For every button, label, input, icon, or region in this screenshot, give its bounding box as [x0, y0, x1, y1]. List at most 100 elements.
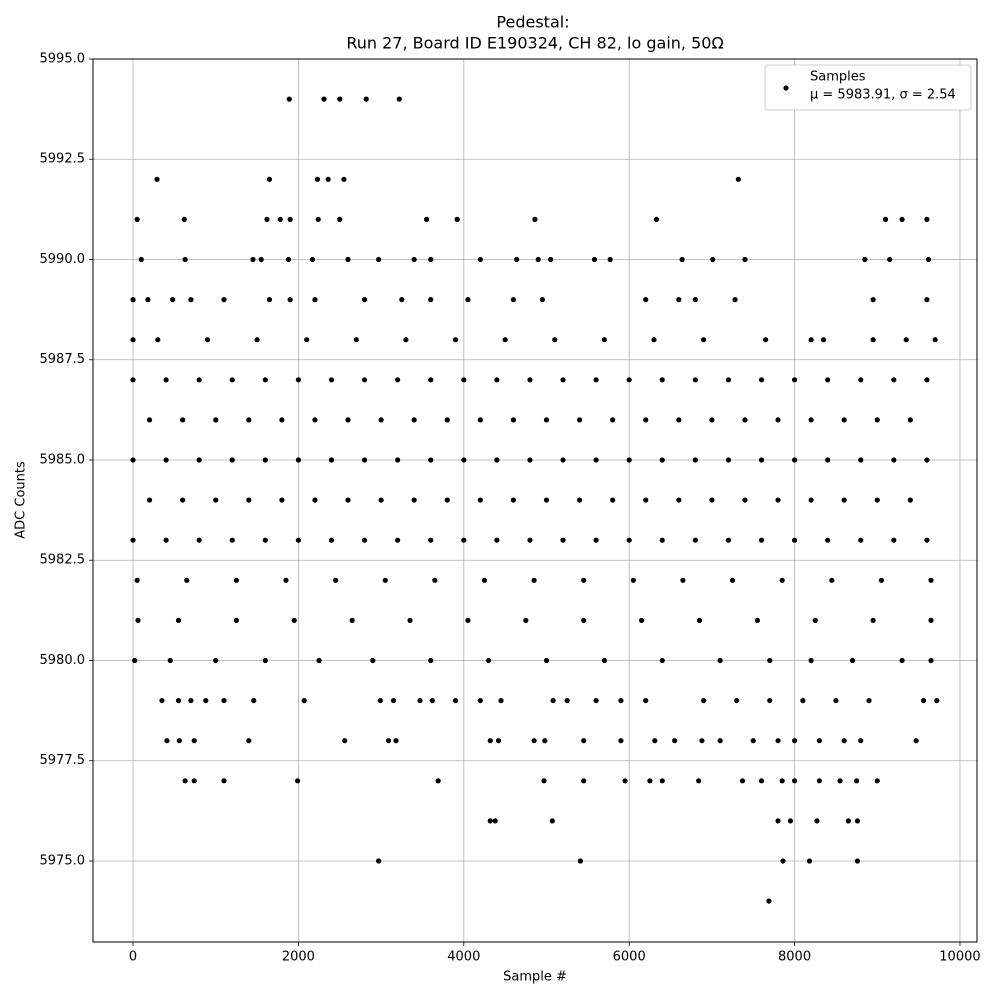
point — [461, 457, 467, 463]
point — [725, 457, 732, 463]
legend-marker — [783, 85, 789, 91]
point — [791, 778, 798, 784]
point — [647, 778, 653, 784]
point — [182, 778, 188, 784]
point — [692, 296, 698, 303]
point — [191, 778, 197, 784]
point — [196, 457, 202, 463]
point — [845, 818, 851, 824]
chart-subtitle: Run 27, Board ID E190324, CH 82, lo gain… — [346, 34, 723, 53]
point — [841, 417, 847, 423]
point — [854, 858, 861, 864]
point — [808, 497, 814, 503]
point — [465, 617, 471, 623]
point — [692, 537, 698, 543]
point — [428, 537, 434, 543]
point — [246, 738, 252, 744]
point — [295, 377, 302, 383]
point — [465, 296, 471, 303]
point — [155, 337, 161, 343]
point — [535, 256, 541, 263]
point — [878, 577, 885, 583]
point — [266, 176, 273, 182]
point — [295, 537, 302, 543]
point — [924, 216, 930, 222]
point — [395, 377, 401, 383]
point — [928, 657, 934, 664]
legend: Samples μ = 5983.91, σ = 2.54 — [764, 64, 972, 111]
point — [630, 577, 636, 583]
point — [779, 778, 785, 784]
point — [279, 417, 285, 423]
point — [775, 738, 781, 744]
point — [444, 497, 450, 503]
point — [550, 697, 556, 704]
point — [487, 818, 493, 824]
point — [523, 617, 529, 623]
point — [853, 778, 860, 784]
y-tick-label: 5995.0 — [40, 52, 86, 67]
point — [841, 738, 847, 744]
point — [692, 457, 698, 463]
point — [676, 417, 682, 423]
point — [229, 537, 235, 543]
point — [428, 657, 434, 664]
point — [622, 778, 628, 784]
point — [428, 457, 434, 463]
x-tick-label: 0 — [129, 950, 137, 965]
y-tick-label: 5982.5 — [40, 553, 86, 568]
point — [452, 337, 459, 343]
point — [735, 176, 741, 182]
point — [710, 256, 716, 263]
point — [286, 96, 292, 102]
point — [891, 537, 897, 543]
point — [699, 738, 705, 744]
point — [390, 697, 397, 704]
point — [593, 377, 599, 383]
point — [502, 337, 508, 343]
point — [638, 617, 645, 623]
x-tick-label: 10000 — [939, 950, 980, 965]
point — [159, 697, 165, 704]
point — [825, 377, 831, 383]
point — [601, 657, 607, 664]
point — [309, 256, 316, 263]
point — [494, 537, 500, 543]
point — [659, 377, 665, 383]
point — [345, 497, 351, 503]
point — [725, 377, 732, 383]
point — [378, 417, 384, 423]
point — [870, 617, 876, 623]
point — [780, 858, 786, 864]
point — [591, 256, 598, 263]
point — [618, 697, 624, 704]
point — [393, 738, 399, 744]
point — [396, 96, 402, 102]
point — [659, 457, 665, 463]
point — [652, 738, 658, 744]
point — [576, 417, 583, 423]
point — [428, 296, 434, 303]
point — [659, 778, 665, 784]
point — [775, 497, 781, 503]
x-tick-label: 8000 — [778, 950, 811, 965]
point — [246, 497, 252, 503]
point — [829, 577, 835, 583]
point — [913, 738, 919, 744]
point — [692, 377, 698, 383]
point — [477, 417, 483, 423]
point — [221, 778, 227, 784]
point — [924, 296, 930, 303]
point — [361, 457, 368, 463]
point — [454, 216, 460, 222]
point — [928, 617, 934, 623]
point — [618, 738, 624, 744]
point — [560, 457, 566, 463]
point — [264, 216, 270, 222]
point — [423, 216, 430, 222]
plot-frame — [92, 58, 978, 943]
point — [858, 457, 864, 463]
point — [304, 337, 310, 343]
point — [527, 457, 533, 463]
point — [808, 657, 814, 664]
